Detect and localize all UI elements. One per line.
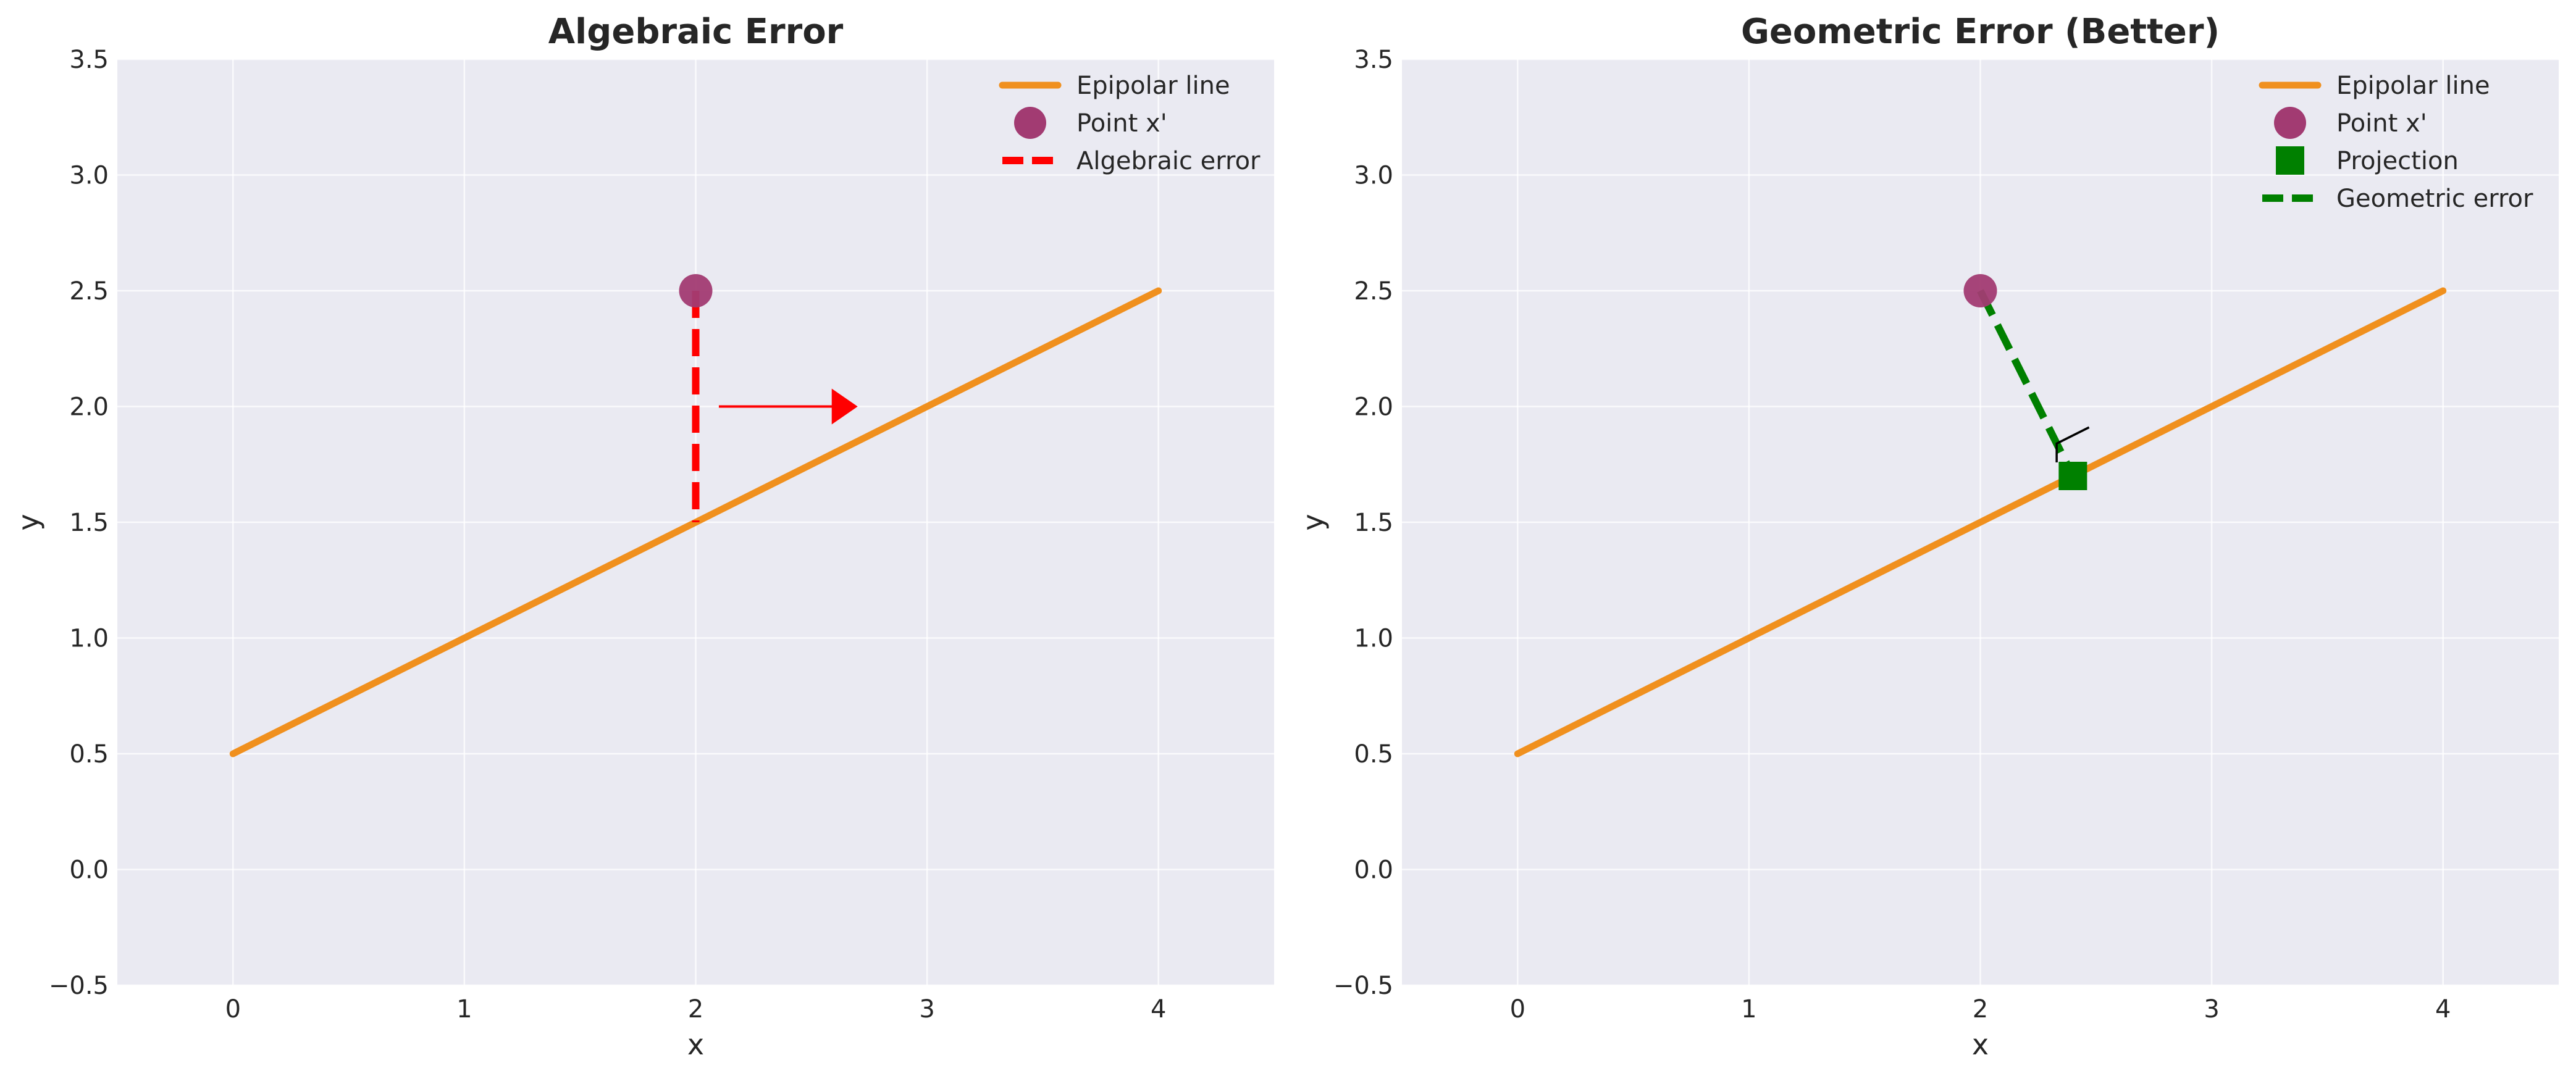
- y-tick-label: −0.5: [49, 972, 109, 1000]
- x-tick-label: 1: [456, 995, 472, 1024]
- chart-panel-1: 0 1 2 3 4 −0.5 0.0 0.5 1.0 1.5 2.0 2.5 3.0 3.5 Algebra…: [12, 12, 1274, 1061]
- y-tick-label: 2.0: [69, 393, 109, 422]
- legend-label: Point x': [2336, 109, 2427, 138]
- y-tick-label: 1.5: [1354, 509, 1393, 537]
- y-axis-label: y: [12, 514, 45, 530]
- y-tick-label: 0.0: [1354, 856, 1393, 885]
- x-axis-label: x: [687, 1028, 704, 1061]
- x-tick-label: 4: [2435, 995, 2451, 1024]
- point-marker: [679, 274, 713, 307]
- legend-swatch-square: [2276, 146, 2304, 175]
- y-tick-label: 2.5: [1354, 277, 1393, 306]
- y-tick-label: 1.5: [69, 509, 109, 537]
- y-tick-label: 3.5: [69, 46, 109, 74]
- y-tick-label: 1.0: [69, 625, 109, 653]
- y-axis-label: y: [1296, 514, 1330, 530]
- x-tick-label: 2: [1973, 995, 1988, 1024]
- epipolar-line: [1514, 287, 2447, 757]
- y-tick-label: 2.5: [69, 277, 109, 306]
- legend-swatch-point: [2274, 107, 2306, 139]
- x-tick-label: 0: [1510, 995, 1525, 1024]
- legend-label: Geometric error: [2336, 185, 2533, 213]
- right-angle-marker: [2055, 426, 2090, 462]
- x-tick-label: 3: [919, 995, 934, 1024]
- legend-label: Algebraic error: [1076, 147, 1261, 175]
- chart-title: Algebraic Error: [548, 12, 844, 52]
- y-tick-label: 3.0: [69, 162, 109, 190]
- projection-marker: [2058, 462, 2087, 490]
- y-tick-label: −0.5: [1333, 972, 1393, 1000]
- legend-label: Projection: [2336, 147, 2459, 175]
- chart-title: Geometric Error (Better): [1741, 12, 2220, 52]
- x-tick-label: 4: [1151, 995, 1166, 1024]
- chart-panel-2: 0 1 2 3 4 −0.5 0.0 0.5 1.0 1.5 2.0 2.5 3.0 3.5 Geometr…: [1296, 12, 2559, 1061]
- y-tick-label: 0.5: [1354, 740, 1393, 769]
- x-tick-label: 3: [2204, 995, 2219, 1024]
- x-tick-label: 1: [1741, 995, 1756, 1024]
- y-tick-label: 3.5: [1354, 46, 1393, 74]
- x-tick-label: 0: [225, 995, 241, 1024]
- y-tick-label: 1.0: [1354, 625, 1393, 653]
- y-tick-label: 2.0: [1354, 393, 1393, 422]
- y-tick-label: 0.0: [69, 856, 109, 885]
- legend-label: Epipolar line: [2336, 72, 2490, 100]
- legend-label: Epipolar line: [1076, 72, 1230, 100]
- point-marker: [1963, 274, 1997, 307]
- x-tick-label: 2: [688, 995, 703, 1024]
- y-tick-label: 3.0: [1354, 162, 1393, 190]
- arrow-head: [831, 388, 858, 425]
- legend-swatch-point: [1014, 107, 1046, 139]
- x-axis-label: x: [1972, 1028, 1989, 1061]
- legend-label: Point x': [1076, 109, 1167, 138]
- y-tick-label: 0.5: [69, 740, 109, 769]
